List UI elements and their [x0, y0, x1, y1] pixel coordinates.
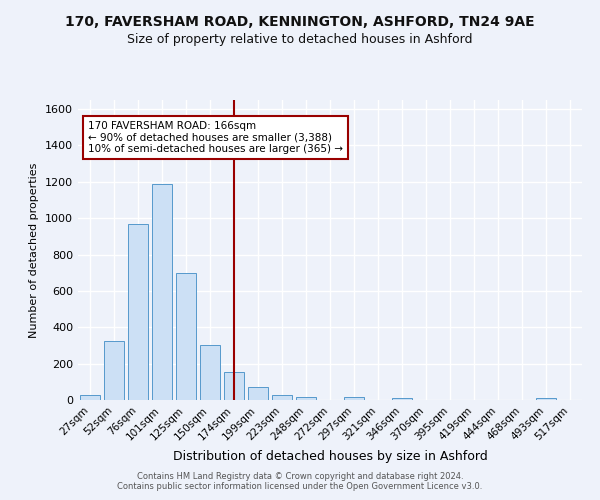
- Text: Size of property relative to detached houses in Ashford: Size of property relative to detached ho…: [127, 32, 473, 46]
- X-axis label: Distribution of detached houses by size in Ashford: Distribution of detached houses by size …: [173, 450, 487, 463]
- Bar: [536, 398, 556, 400]
- Y-axis label: Number of detached properties: Number of detached properties: [29, 162, 40, 338]
- Text: 170, FAVERSHAM ROAD, KENNINGTON, ASHFORD, TN24 9AE: 170, FAVERSHAM ROAD, KENNINGTON, ASHFORD…: [65, 15, 535, 29]
- Bar: [80, 396, 100, 400]
- Bar: [104, 341, 124, 400]
- Bar: [176, 272, 196, 400]
- Bar: [344, 398, 364, 400]
- Text: 170 FAVERSHAM ROAD: 166sqm
← 90% of detached houses are smaller (3,388)
10% of s: 170 FAVERSHAM ROAD: 166sqm ← 90% of deta…: [88, 121, 343, 154]
- Bar: [128, 224, 148, 400]
- Bar: [152, 184, 172, 400]
- Bar: [392, 398, 412, 400]
- Text: Contains public sector information licensed under the Open Government Licence v3: Contains public sector information licen…: [118, 482, 482, 491]
- Bar: [224, 372, 244, 400]
- Text: Contains HM Land Registry data © Crown copyright and database right 2024.: Contains HM Land Registry data © Crown c…: [137, 472, 463, 481]
- Bar: [248, 388, 268, 400]
- Bar: [200, 344, 220, 400]
- Bar: [296, 398, 316, 400]
- Bar: [272, 396, 292, 400]
